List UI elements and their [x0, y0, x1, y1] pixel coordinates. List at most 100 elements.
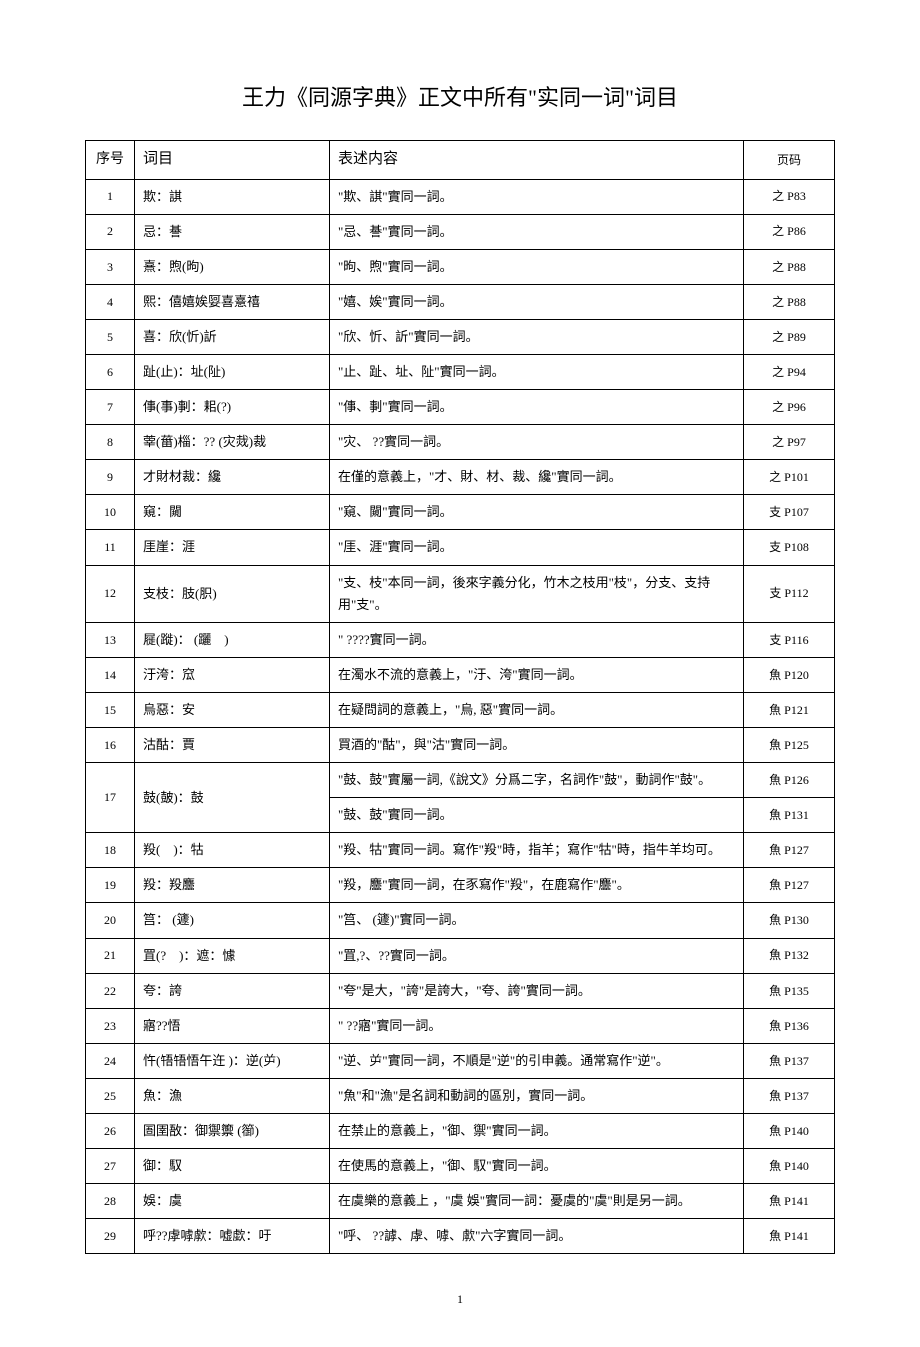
cell-page: 魚 P131: [744, 798, 835, 833]
cell-desc: "逆、屰"實同一詞，不順是"逆"的引申義。通常寫作"逆"。: [330, 1043, 744, 1078]
cell-page: 之 P89: [744, 319, 835, 354]
table-row: 8䔂(葘)椔：?? (灾烖)裁"灾、 ??實同一詞。之 P97: [86, 425, 835, 460]
cell-entry: 鼓(皷)：鼓: [135, 763, 330, 833]
cell-desc: "呼、 ??謼、虖、嘑、歑"六字實同一詞。: [330, 1219, 744, 1254]
cell-entry: 熙：僖嬉娭娿喜憙禧: [135, 284, 330, 319]
cell-desc: 買酒的"酤"，與"沽"實同一詞。: [330, 728, 744, 763]
table-row: 9才財材裁：纔在僅的意義上，"才、財、材、裁、纔"實同一詞。之 P101: [86, 460, 835, 495]
table-row: 2忌：諅"忌、諅"實同一詞。之 P86: [86, 214, 835, 249]
table-row: 6趾(止)：址(阯)"止、趾、址、阯"實同一詞。之 P94: [86, 354, 835, 389]
cell-seq: 19: [86, 868, 135, 903]
cell-page: 之 P83: [744, 179, 835, 214]
table-row: 13屣(蹝)： (躧 )" ????實同一詞。支 P116: [86, 622, 835, 657]
table-row: 21罝(? )：遮：懅"罝,?、??實同一詞。魚 P132: [86, 938, 835, 973]
cell-entry: 御：馭: [135, 1149, 330, 1184]
table-row: 19羖：羖麢"羖，麢"實同一詞，在豕寫作"羖"，在鹿寫作"麢"。魚 P127: [86, 868, 835, 903]
cell-entry: 沽酤：賈: [135, 728, 330, 763]
cell-desc: "止、趾、址、阯"實同一詞。: [330, 354, 744, 389]
cell-page: 魚 P140: [744, 1149, 835, 1184]
table-row: 28娛：虞在虞樂的意義上 ，"虞 娛"實同一詞：憂虞的"虞"則是另一詞。魚 P1…: [86, 1184, 835, 1219]
cell-seq: 20: [86, 903, 135, 938]
cell-page: 之 P86: [744, 214, 835, 249]
cell-desc: "忌、諅"實同一詞。: [330, 214, 744, 249]
cell-page: 支 P107: [744, 495, 835, 530]
cell-desc: "鼓、鼓"實屬一詞,《說文》分爲二字，名詞作"鼓"，動詞作"鼓"。: [330, 763, 744, 798]
cell-seq: 24: [86, 1043, 135, 1078]
cell-seq: 6: [86, 354, 135, 389]
cell-entry: 窺：闚: [135, 495, 330, 530]
cell-seq: 3: [86, 249, 135, 284]
cell-entry: 筥： (籧): [135, 903, 330, 938]
page-title: 王力《同源字典》正文中所有"实同一词"词目: [85, 80, 835, 112]
cell-desc: "昫、煦"實同一詞。: [330, 249, 744, 284]
table-row: 17鼓(皷)：鼓"鼓、鼓"實屬一詞,《說文》分爲二字，名詞作"鼓"，動詞作"鼓"…: [86, 763, 835, 798]
cell-seq: 27: [86, 1149, 135, 1184]
cell-entry: 欺：諆: [135, 179, 330, 214]
table-row: 24忤(啎啎悟午迕 )：逆(屰)"逆、屰"實同一詞，不順是"逆"的引申義。通常寫…: [86, 1043, 835, 1078]
cell-seq: 4: [86, 284, 135, 319]
cell-seq: 9: [86, 460, 135, 495]
cell-page: 魚 P136: [744, 1008, 835, 1043]
document-page: 王力《同源字典》正文中所有"实同一词"词目 序号 词目 表述内容 页码 1欺：諆…: [0, 0, 920, 1347]
table-row: 25魚：漁"魚"和"漁"是名詞和動詞的區別，實同一詞。魚 P137: [86, 1078, 835, 1113]
table-row: 18羖( )：牯"羖、牯"實同一詞。寫作"羖"時，指羊；寫作"牯"時，指牛羊均可…: [86, 833, 835, 868]
col-header-seq: 序号: [86, 141, 135, 180]
cell-desc: " ????實同一詞。: [330, 622, 744, 657]
cell-desc: "夸"是大，"誇"是誇大，"夸、誇"實同一詞。: [330, 973, 744, 1008]
cell-entry: 呼??虖嘑歑：嘘歔：吁: [135, 1219, 330, 1254]
cell-entry: 汙洿：窊: [135, 657, 330, 692]
cell-entry: 倳(事)剚：耜(?): [135, 390, 330, 425]
cell-entry: 羖：羖麢: [135, 868, 330, 903]
cell-entry: 熹：煦(昫): [135, 249, 330, 284]
cell-desc: 在濁水不流的意義上，"汙、洿"實同一詞。: [330, 657, 744, 692]
table-row: 27御：馭在使馬的意義上，"御、馭"實同一詞。魚 P140: [86, 1149, 835, 1184]
cell-seq: 22: [86, 973, 135, 1008]
cell-page: 魚 P132: [744, 938, 835, 973]
cell-page: 魚 P141: [744, 1184, 835, 1219]
cell-entry: 娛：虞: [135, 1184, 330, 1219]
cell-seq: 23: [86, 1008, 135, 1043]
cell-entry: 屣(蹝)： (躧 ): [135, 622, 330, 657]
cell-desc: "倳、剚"實同一詞。: [330, 390, 744, 425]
table-row: 15烏惡：安在疑問詞的意義上，"烏, 惡"實同一詞。魚 P121: [86, 692, 835, 727]
cell-desc: 在虞樂的意義上 ，"虞 娛"實同一詞：憂虞的"虞"則是另一詞。: [330, 1184, 744, 1219]
cell-desc: "羖，麢"實同一詞，在豕寫作"羖"，在鹿寫作"麢"。: [330, 868, 744, 903]
cell-seq: 12: [86, 565, 135, 622]
page-footer: 1: [85, 1292, 835, 1307]
cell-entry: 厓崖：涯: [135, 530, 330, 565]
cell-seq: 1: [86, 179, 135, 214]
cell-desc: "嬉、娭"實同一詞。: [330, 284, 744, 319]
cell-entry: 寤??悟: [135, 1008, 330, 1043]
table-row: 23寤??悟" ??寤"實同一詞。魚 P136: [86, 1008, 835, 1043]
table-row: 14汙洿：窊在濁水不流的意義上，"汙、洿"實同一詞。魚 P120: [86, 657, 835, 692]
table-row: 3熹：煦(昫)"昫、煦"實同一詞。之 P88: [86, 249, 835, 284]
cell-entry: 罝(? )：遮：懅: [135, 938, 330, 973]
cell-desc: "欣、忻、訢"實同一詞。: [330, 319, 744, 354]
table-row: 20筥： (籧)"筥、 (籧)"實同一詞。魚 P130: [86, 903, 835, 938]
cell-desc: "罝,?、??實同一詞。: [330, 938, 744, 973]
cell-page: 之 P88: [744, 284, 835, 319]
cell-desc: "窺、闚"實同一詞。: [330, 495, 744, 530]
cell-entry: 魚：漁: [135, 1078, 330, 1113]
table-row: 29呼??虖嘑歑：嘘歔：吁"呼、 ??謼、虖、嘑、歑"六字實同一詞。魚 P141: [86, 1219, 835, 1254]
cell-page: 魚 P140: [744, 1114, 835, 1149]
cell-entry: 圄圉敔：御禦籞 (篽): [135, 1114, 330, 1149]
cell-page: 之 P96: [744, 390, 835, 425]
cell-desc: 在禁止的意義上，"御、禦"實同一詞。: [330, 1114, 744, 1149]
cell-page: 之 P88: [744, 249, 835, 284]
cell-seq: 28: [86, 1184, 135, 1219]
cell-page: 支 P108: [744, 530, 835, 565]
cell-seq: 5: [86, 319, 135, 354]
table-row: 7倳(事)剚：耜(?)"倳、剚"實同一詞。之 P96: [86, 390, 835, 425]
col-header-entry: 词目: [135, 141, 330, 180]
cell-seq: 18: [86, 833, 135, 868]
cell-desc: 在僅的意義上，"才、財、材、裁、纔"實同一詞。: [330, 460, 744, 495]
cell-page: 之 P97: [744, 425, 835, 460]
cell-seq: 2: [86, 214, 135, 249]
cell-entry: 喜：欣(忻)訢: [135, 319, 330, 354]
cell-seq: 21: [86, 938, 135, 973]
col-header-desc: 表述内容: [330, 141, 744, 180]
cell-seq: 10: [86, 495, 135, 530]
table-row: 4 熙：僖嬉娭娿喜憙禧"嬉、娭"實同一詞。之 P88: [86, 284, 835, 319]
cell-desc: "魚"和"漁"是名詞和動詞的區別，實同一詞。: [330, 1078, 744, 1113]
